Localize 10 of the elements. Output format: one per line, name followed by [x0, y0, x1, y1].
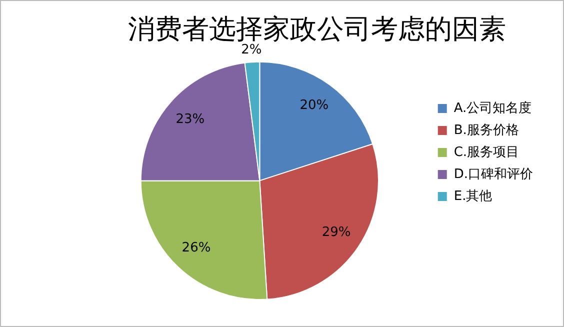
legend-label: D.口碑和评价 — [454, 166, 534, 182]
legend-label: B.服务价格 — [454, 122, 519, 138]
data-label: 29% — [322, 225, 351, 240]
legend-label: C.服务项目 — [454, 144, 520, 160]
data-label: 20% — [300, 98, 329, 114]
data-label: 23% — [176, 112, 205, 127]
data-label: 26% — [182, 240, 211, 256]
data-label: 2% — [241, 42, 262, 58]
legend-label: E.其他 — [454, 188, 492, 204]
legend-label: A.公司知名度 — [454, 100, 532, 116]
